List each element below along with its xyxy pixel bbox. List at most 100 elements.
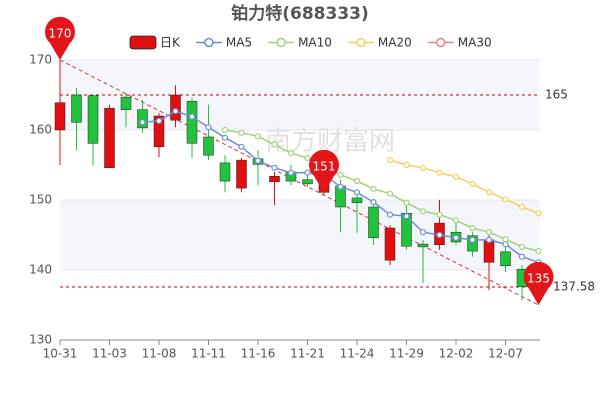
ma-point — [221, 134, 229, 141]
candle-body — [203, 136, 214, 156]
candle-body — [170, 94, 181, 121]
pin-label: 135 — [527, 272, 550, 286]
pin-label: 151 — [313, 160, 336, 174]
candle-body — [351, 197, 363, 204]
x-tick-label: 11-29 — [389, 347, 424, 361]
ma-point — [436, 231, 443, 239]
ma-point — [469, 224, 476, 232]
ma-point — [469, 236, 476, 243]
reference-label: 137.58 — [553, 279, 595, 293]
candle-body — [186, 101, 198, 144]
ma-point — [370, 185, 377, 192]
ma-point — [304, 154, 311, 162]
x-tick-label: 11-16 — [241, 347, 276, 361]
ma-point — [386, 190, 394, 197]
ma-point — [469, 180, 476, 187]
band — [60, 200, 540, 270]
ma-point — [337, 171, 344, 178]
candle-body — [302, 179, 313, 185]
candle-body — [54, 102, 66, 131]
ma-point — [221, 126, 229, 134]
ma-point — [502, 236, 509, 243]
legend-label: MA20 — [378, 36, 412, 50]
candle-body — [384, 227, 396, 261]
ma-point — [485, 229, 493, 236]
ma-point — [485, 236, 493, 243]
y-tick-label: 140 — [29, 263, 52, 277]
ma-point — [205, 124, 212, 131]
ma-point — [139, 119, 146, 126]
ma-point — [287, 169, 295, 176]
candle-body — [87, 95, 99, 144]
ma-point — [419, 164, 427, 171]
ma-point — [452, 217, 460, 224]
ma-point — [386, 157, 394, 164]
legend-swatch — [129, 35, 157, 50]
x-tick-label: 10-31 — [43, 347, 78, 361]
candle-body — [219, 162, 231, 182]
x-tick-label: 12-07 — [488, 347, 523, 361]
pin-label: 170 — [49, 27, 72, 41]
x-tick-label: 11-24 — [340, 347, 375, 361]
ma-point — [238, 129, 245, 136]
ma-point — [535, 210, 542, 217]
ma-point — [436, 211, 443, 218]
pin — [523, 261, 554, 305]
candle-body — [153, 115, 165, 148]
y-tick-label: 160 — [29, 123, 52, 137]
candle-body — [500, 251, 511, 267]
legend-swatch — [436, 37, 446, 48]
y-tick-label: 130 — [29, 333, 52, 347]
ma-point — [353, 189, 361, 196]
ma-line — [389, 159, 539, 215]
ma-point — [254, 157, 262, 164]
ma-point — [172, 107, 179, 115]
ma-point — [403, 199, 410, 206]
x-tick-label: 11-11 — [191, 347, 226, 361]
ma-point — [485, 189, 493, 196]
legend-swatch — [276, 37, 286, 48]
candle-body — [104, 108, 115, 169]
pin — [45, 16, 75, 60]
candle-body — [467, 235, 478, 252]
ma-point — [337, 183, 344, 190]
candle-body — [236, 159, 247, 189]
ma-point — [502, 241, 509, 248]
legend-label: MA30 — [458, 36, 492, 50]
candle-body — [483, 239, 495, 263]
y-tick-label: 170 — [29, 53, 52, 67]
x-tick-label: 11-03 — [92, 347, 127, 361]
ma-point — [518, 243, 526, 250]
ma-point — [502, 196, 509, 203]
trend-line — [59, 59, 539, 306]
ma-point — [353, 178, 361, 185]
reference-label: 165 — [545, 88, 568, 102]
candle-body — [417, 243, 429, 248]
ma-point — [419, 208, 427, 215]
ma-point — [518, 253, 526, 260]
legend-swatch — [356, 37, 366, 48]
pin — [309, 149, 339, 193]
candle-body — [120, 96, 132, 110]
ma-point — [535, 248, 542, 255]
candle-body — [269, 175, 280, 183]
ma-point — [436, 169, 443, 176]
legend-label: MA5 — [226, 36, 252, 50]
y-tick-label: 150 — [29, 193, 52, 207]
candle-body — [137, 109, 148, 129]
ma-point — [254, 133, 262, 140]
candle-body — [71, 94, 82, 123]
ma-point — [452, 173, 460, 180]
ma-point — [518, 203, 526, 211]
ma-point — [271, 141, 278, 148]
candle-body — [368, 206, 379, 239]
chart-title: 铂力特(688333) — [231, 3, 369, 24]
legend-label: MA10 — [298, 36, 332, 50]
ma-point — [386, 211, 394, 218]
ma-point — [155, 117, 163, 125]
legend-swatch — [204, 37, 214, 48]
x-tick-label: 11-08 — [142, 347, 177, 361]
x-tick-label: 11-21 — [290, 347, 325, 361]
ma-point — [403, 161, 410, 169]
